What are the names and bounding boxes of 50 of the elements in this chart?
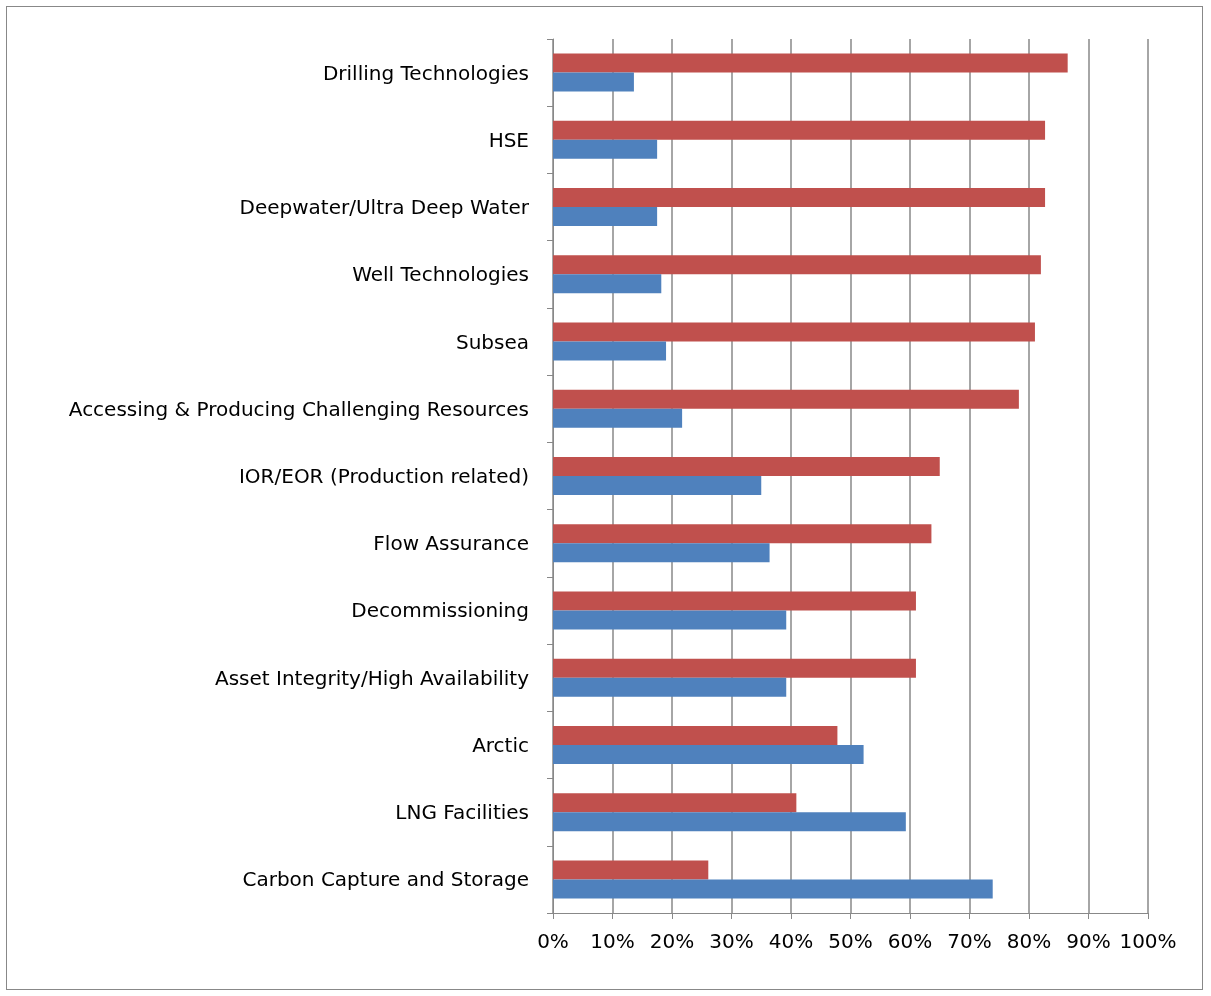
x-tick-label: 70% [947,929,992,953]
bar [553,72,634,92]
y-tick-label: Deepwater/Ultra Deep Water [239,195,530,220]
bar [553,677,787,697]
bar [553,744,864,764]
bar [553,793,797,813]
bar [553,543,770,563]
x-tick-label: 30% [709,929,754,953]
x-tick-label: 90% [1066,929,1111,953]
y-tick-label: Well Technologies [352,262,529,287]
x-tick-label: 80% [1006,929,1052,953]
bar [553,457,940,476]
bar [553,725,838,745]
bar [553,207,658,227]
x-tick-label: 0% [537,929,569,953]
y-tick-label: Asset Integrity/High Availability [215,665,530,690]
x-tick-label: 40% [768,929,814,953]
y-tick-label: Accessing & Producing Challenging Resources [68,396,529,421]
bar [553,341,667,361]
bar [553,524,932,544]
bar [553,53,1068,73]
y-tick-label: Flow Assurance [373,531,529,556]
bar [553,322,1035,342]
x-tick-label: 20% [649,929,695,953]
bar [553,610,787,630]
bar [553,139,658,159]
bar [553,860,709,880]
bar [553,120,1046,140]
y-tick-label: Arctic [472,732,529,757]
bar [553,274,662,294]
y-tick-label: Subsea [455,329,529,354]
bar [553,389,1019,409]
x-tick-label: 100% [1119,929,1177,953]
bar [553,188,1046,208]
x-tick-label: 10% [590,929,635,953]
y-tick-label: HSE [488,127,529,152]
y-tick-label: Carbon Capture and Storage [242,867,529,892]
bar [553,255,1041,275]
bar [553,591,916,611]
bar [553,476,762,495]
bar [553,408,683,428]
bar [553,879,993,899]
y-tick-label: LNG Facilities [395,800,529,825]
y-tick-label: Drilling Technologies [322,60,529,85]
bar [553,812,906,832]
y-tick-label: IOR/EOR (Production related) [238,464,529,488]
x-tick-label: 60% [887,929,933,953]
x-tick-label: 50% [828,929,873,953]
bar [553,658,916,678]
y-tick-label: Decommissioning [351,598,529,623]
